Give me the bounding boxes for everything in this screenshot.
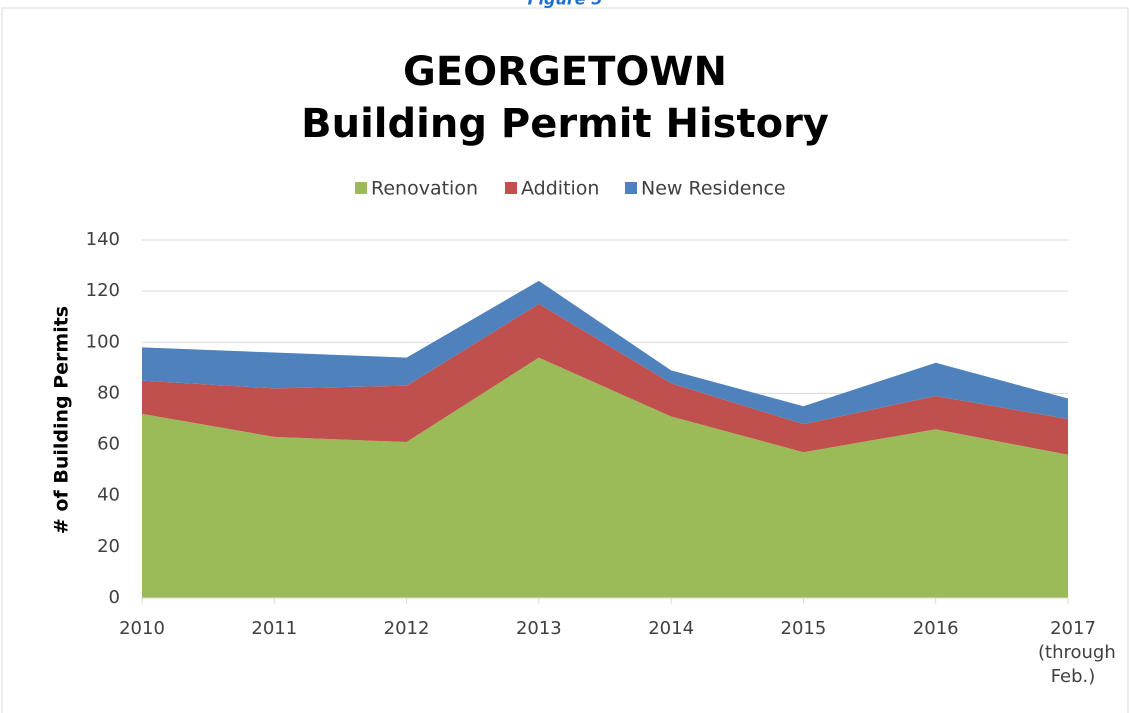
chart-title: Building Permit History [301,101,829,147]
y-tick-label: 60 [97,434,120,455]
legend-label: Renovation [371,178,478,200]
x-tick-label: 2014 [648,618,695,639]
x-tick-label: 2017 (through Feb.) [1038,618,1116,687]
x-tick-label: 2015 [780,618,827,639]
legend-swatch [505,182,517,194]
area [142,357,1068,598]
y-tick-label: 20 [97,536,120,557]
legend-label: Addition [521,178,599,200]
x-tick-label: 2012 [383,618,430,639]
figure-label: Figure 5 [528,0,603,9]
y-axis-label: # of Building Permits [51,306,73,534]
legend-swatch [355,182,367,194]
y-tick-label: 100 [86,331,120,352]
chart-title: GEORGETOWN [403,49,727,95]
x-tick-label: 2011 [251,618,298,639]
x-tick-label: 2010 [119,618,165,639]
legend-label: New Residence [641,178,786,200]
y-tick-label: 140 [86,229,120,250]
x-tick-label: 2013 [515,618,562,639]
y-tick-label: 120 [86,280,120,301]
x-tick-label: 2016 [912,618,959,639]
legend-swatch [625,182,637,194]
y-tick-label: 40 [97,485,120,506]
y-tick-label: 80 [97,382,120,403]
chart-border [1,7,1129,713]
y-tick-label: 0 [109,587,120,608]
area [142,303,1068,455]
